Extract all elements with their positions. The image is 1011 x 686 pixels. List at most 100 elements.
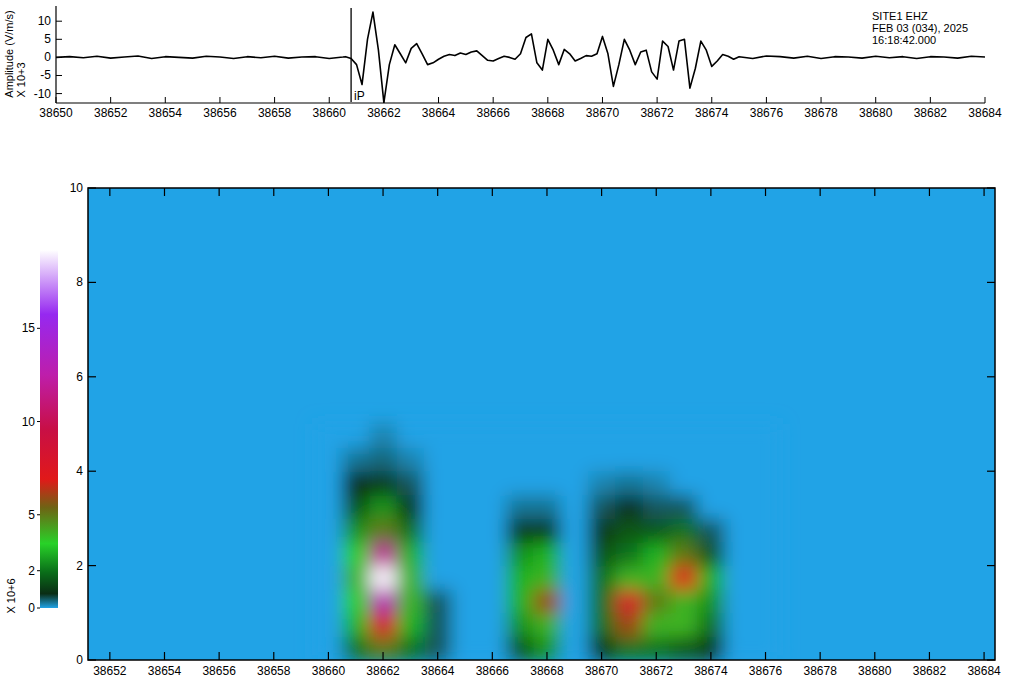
x-tick-top [382, 188, 383, 196]
y-tick-label: 0 [44, 50, 51, 64]
cell [451, 636, 479, 660]
cell [424, 495, 452, 519]
cell [342, 424, 370, 448]
cell [479, 613, 507, 637]
x-tick [438, 97, 439, 103]
plot-area [315, 424, 780, 660]
cell [752, 424, 780, 448]
cell [506, 448, 534, 472]
x-tick [657, 97, 658, 103]
cell [424, 542, 452, 566]
cell [397, 448, 425, 472]
cell [725, 542, 753, 566]
cell [725, 613, 753, 637]
cell [506, 518, 534, 542]
x-tick-top [820, 188, 821, 196]
plot-frame [88, 188, 995, 660]
y-tick [56, 75, 62, 76]
cell [670, 542, 698, 566]
x-tick-top [929, 188, 930, 196]
cell [561, 471, 589, 495]
cell [451, 589, 479, 613]
x-tick [985, 97, 986, 103]
cell [670, 495, 698, 519]
y-tick-right [987, 565, 995, 566]
cell [479, 518, 507, 542]
x-tick-label: 38658 [258, 106, 292, 120]
x-tick-top [710, 188, 711, 196]
x-tick [437, 652, 438, 660]
x-tick [56, 97, 57, 103]
cell [369, 424, 397, 448]
y-tick-label: 6 [76, 370, 83, 384]
x-tick [165, 97, 166, 103]
cell [588, 471, 616, 495]
x-tick-label: 38652 [93, 664, 127, 678]
cell [479, 495, 507, 519]
cell [397, 495, 425, 519]
cell [479, 448, 507, 472]
y-tick-right [987, 471, 995, 472]
colorbar-tick [37, 570, 40, 571]
cell [424, 518, 452, 542]
cell [315, 589, 343, 613]
cell [342, 566, 370, 590]
y-tick-label: 8 [76, 275, 83, 289]
pick-line [350, 8, 351, 102]
x-tick-top [874, 188, 875, 196]
cell [397, 589, 425, 613]
cell [588, 542, 616, 566]
x-tick [493, 97, 494, 103]
cell [643, 542, 671, 566]
x-tick [219, 652, 220, 660]
y-tick-right [987, 659, 995, 660]
cell [342, 518, 370, 542]
cell [615, 424, 643, 448]
x-tick [930, 97, 931, 103]
cell [697, 566, 725, 590]
x-tick [874, 652, 875, 660]
x-tick [820, 652, 821, 660]
cell [479, 471, 507, 495]
x-tick-top [765, 188, 766, 196]
colorbar-tick-label: 10 [22, 415, 36, 429]
x-tick-label: 38660 [312, 664, 346, 678]
x-tick-label: 38676 [750, 106, 784, 120]
cell [643, 424, 671, 448]
spectrogram-panel: 3865238654386563865838660386623866438666… [70, 181, 1001, 678]
cell [697, 495, 725, 519]
cell [342, 589, 370, 613]
x-tick [929, 652, 930, 660]
y-tick-label: 2 [76, 559, 83, 573]
x-tick [219, 97, 220, 103]
cell [643, 589, 671, 613]
cell [533, 542, 561, 566]
cell [533, 495, 561, 519]
y-tick [88, 565, 96, 566]
colorbar: 0251015X 10+6 [5, 250, 58, 615]
cell [670, 424, 698, 448]
cell [397, 518, 425, 542]
x-tick-label: 38658 [257, 664, 291, 678]
cell [479, 424, 507, 448]
cell [670, 566, 698, 590]
cell [561, 448, 589, 472]
x-tick-label: 38676 [749, 664, 783, 678]
cell [643, 495, 671, 519]
cell [588, 589, 616, 613]
x-tick-top [328, 188, 329, 196]
x-tick-label: 38674 [695, 106, 729, 120]
cells [315, 424, 780, 660]
colorbar-label: X 10+6 [5, 578, 17, 613]
cell [369, 613, 397, 637]
x-axis [56, 102, 985, 103]
cell [533, 471, 561, 495]
cell [506, 495, 534, 519]
cell [506, 424, 534, 448]
y-tick-label: 10 [70, 181, 84, 195]
cell [451, 542, 479, 566]
cell [588, 448, 616, 472]
cell [752, 542, 780, 566]
cell [561, 566, 589, 590]
cell [506, 471, 534, 495]
